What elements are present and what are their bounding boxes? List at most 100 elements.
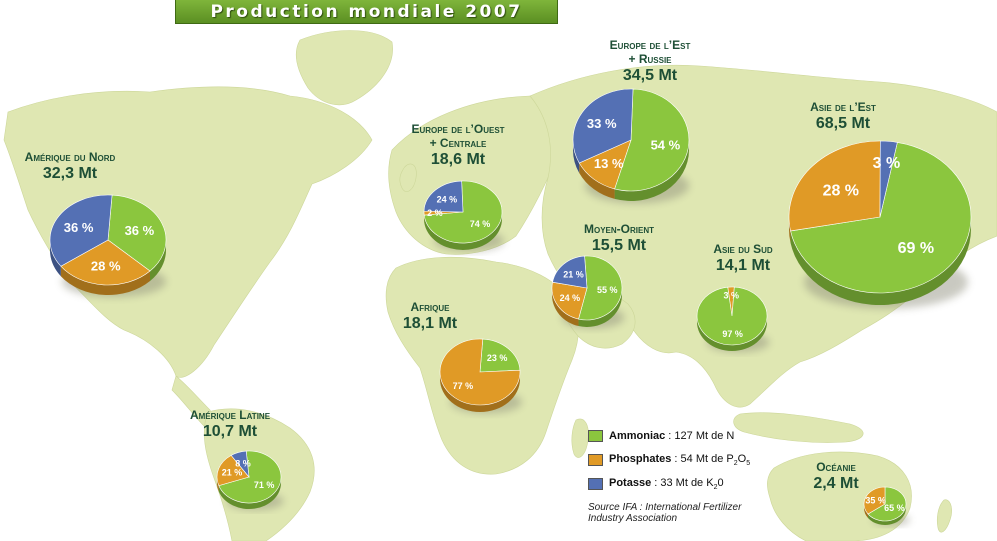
pie-side-ammoniac [614,140,690,202]
pie-slice-ammoniac [614,88,690,192]
region-name-line: + Russie [628,52,672,66]
region-label-region-2: Europe de l’Ouest + Centrale 18,6 Mt [378,122,538,169]
region-name-line: Océanie [816,460,856,474]
legend-rows: Ammoniac : 127 Mt de N Phosphates : 54 Mt… [588,424,788,496]
pie-label-ammoniac: 74 % [470,219,491,229]
region-total: 32,3 Mt [42,165,98,182]
pie-side-ammoniac [868,504,906,525]
legend-item-potasse: Potasse : 33 Mt de K20 [588,472,788,496]
pie-slice-phosphates [60,239,151,286]
legend-name: Potasse [609,476,652,489]
pie-side-ammoniac [218,477,281,509]
uk-landmass [399,163,417,192]
pie-side-phosphates [864,504,869,518]
source-line-2: Industry Association [588,513,678,524]
pie-label-ammoniac: 69 % [898,240,934,257]
region-label-region-5: Afrique 18,1 Mt [350,300,510,333]
region-total: 2,4 Mt [813,475,859,492]
legend-item-ammoniac: Ammoniac : 127 Mt de N [588,424,788,448]
pie-slice-phosphates [551,281,588,320]
pie-slice-ammoniac [479,338,521,373]
region-name-line: Asie de l’Est [810,100,876,114]
region-name-line: Moyen-Orient [584,222,654,236]
pie-slice-potasse [879,140,898,218]
pie-slice-ammoniac [867,486,907,522]
pie-label-ammoniac: 54 % [651,137,681,152]
page-title: Production mondiale 2007 [175,0,558,24]
pie-label-potasse: 21 % [563,269,584,279]
legend-detail: : 33 Mt de K [651,476,714,489]
region-total: 34,5 Mt [622,67,678,84]
pie-label-phosphates: 28 % [91,259,121,274]
pie-label-potasse: 33 % [587,116,617,131]
region-name-line: Amérique du Nord [24,150,116,164]
pie-region-3: 54 % 13 % 33 % [572,88,690,204]
region-name-line: + Centrale [429,136,487,150]
region-name-line: Amérique Latine [189,408,271,422]
pie-slice-potasse [552,255,588,289]
legend-text: Ammoniac : 127 Mt de N [609,430,734,442]
pie-label-phosphates: 28 % [823,182,859,199]
legend-swatch [588,430,603,442]
pie-slice-phosphates [788,140,881,232]
legend-text: Potasse : 33 Mt de K20 [609,477,724,491]
region-total: 10,7 Mt [202,423,258,440]
legend-subscript: 2 [733,460,738,468]
pie-label-potasse: 3 % [873,155,901,172]
new-zealand-landmass [936,499,952,533]
region-label-region-3: Europe de l’Est + Russie 34,5 Mt [570,38,730,85]
pie-label-ammoniac: 36 % [125,223,155,238]
region-label-region-7: Asie de l’Est 68,5 Mt [763,100,923,133]
pie-label-phosphates: 77 % [453,381,474,391]
pie-slice-phosphates [863,486,886,515]
pie-slice-ammoniac [578,255,623,321]
legend-detail: : 127 Mt de N [665,430,735,442]
pie-slice-ammoniac [107,194,167,272]
pie-charts: 36 %28 %36 %71 %21 %8 %74 %2 %24 %54 %13… [49,88,972,526]
region-label-region-6: Asie du Sud 14,1 Mt [663,242,823,275]
region-name-line: Asie du Sud [713,242,773,256]
pie-side-ammoniac [424,212,502,250]
greenland-landmass [296,30,393,106]
pie-label-ammoniac: 23 % [487,353,508,363]
pie-side-phosphates [789,217,791,243]
region-name-line: Europe de l’Ouest [411,122,505,136]
pie-region-7: 69 % 28 % 3 % [788,140,972,309]
pie-label-phosphates: 24 % [560,293,581,303]
pie-label-potasse: 8 % [235,458,251,468]
pie-label-potasse: 36 % [64,220,94,235]
pie-region-4: 55 % 24 % 21 % [551,255,625,329]
region-label-region-1: Amérique Latine 10,7 Mt [150,408,310,441]
pie-label-ammoniac: 65 % [884,503,905,513]
region-total: 18,1 Mt [402,315,458,332]
source-line-1: Source IFA : International Fertilizer [588,502,742,513]
pie-label-ammoniac: 71 % [254,480,275,490]
pie-side-phosphates [579,162,615,199]
pie-label-ammoniac: 97 % [722,329,743,339]
pie-side-phosphates [60,266,151,295]
pie-label-phosphates: 35 % [865,495,886,505]
source-note: Source IFA : International Fertilizer In… [588,502,788,524]
pie-side-ammoniac [578,288,622,328]
pie-side-phosphates [440,372,520,412]
pie-slice-potasse [230,450,250,478]
pie-slice-potasse [572,88,634,164]
legend-name: Phosphates [609,452,672,465]
pie-side-phosphates [217,477,219,492]
pie-region-6: 3 % 97 % [696,286,770,353]
pie-label-potasse: 24 % [437,195,458,205]
region-name-line: Europe de l’Est [609,38,691,52]
pie-label-phosphates: 21 % [222,468,243,478]
legend-subscript: 5 [746,460,751,468]
pie-slice-phosphates [216,455,250,487]
pie-slice-ammoniac [790,142,972,294]
pie-side-potasse [50,240,61,277]
pie-label-phosphates: 2 % [427,208,443,218]
region-name-line: Afrique [410,300,450,314]
pie-region-2: 74 % 2 % 24 % [423,180,505,252]
region-total: 14,1 Mt [715,257,771,274]
legend-swatch [588,478,603,490]
region-label-region-8: Océanie 2,4 Mt [756,460,916,493]
region-total: 18,6 Mt [430,151,486,168]
